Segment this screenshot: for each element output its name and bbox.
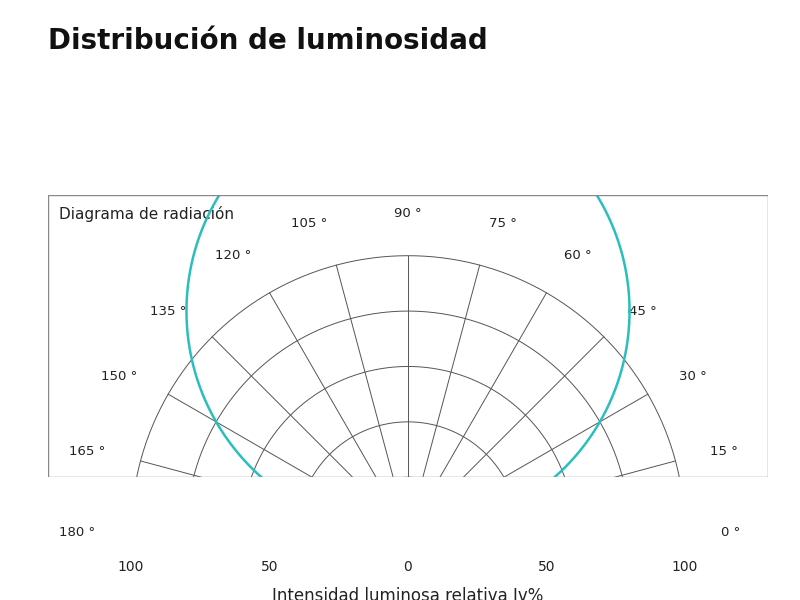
Text: Diagrama de radiación: Diagrama de radiación xyxy=(59,206,234,222)
Text: 15 °: 15 ° xyxy=(710,445,738,458)
Text: 50: 50 xyxy=(261,560,278,574)
Text: 50: 50 xyxy=(538,560,555,574)
Text: 100: 100 xyxy=(118,560,144,574)
Text: 45 °: 45 ° xyxy=(630,305,657,318)
Text: 150 °: 150 ° xyxy=(101,370,137,383)
Text: 30 °: 30 ° xyxy=(679,370,706,383)
Text: Intensidad luminosa relativa Iv%: Intensidad luminosa relativa Iv% xyxy=(272,587,544,600)
Text: 75 °: 75 ° xyxy=(489,217,517,230)
Text: 100: 100 xyxy=(672,560,698,574)
Text: 120 °: 120 ° xyxy=(215,248,251,262)
Text: 60 °: 60 ° xyxy=(565,248,592,262)
Text: 165 °: 165 ° xyxy=(70,445,106,458)
Text: 180 °: 180 ° xyxy=(59,526,95,539)
Text: 0 °: 0 ° xyxy=(721,526,740,539)
Text: Distribución de luminosidad: Distribución de luminosidad xyxy=(48,27,488,55)
Text: 105 °: 105 ° xyxy=(290,217,327,230)
Text: 90 °: 90 ° xyxy=(394,206,422,220)
Text: 0: 0 xyxy=(404,560,412,574)
Text: 135 °: 135 ° xyxy=(150,305,186,318)
